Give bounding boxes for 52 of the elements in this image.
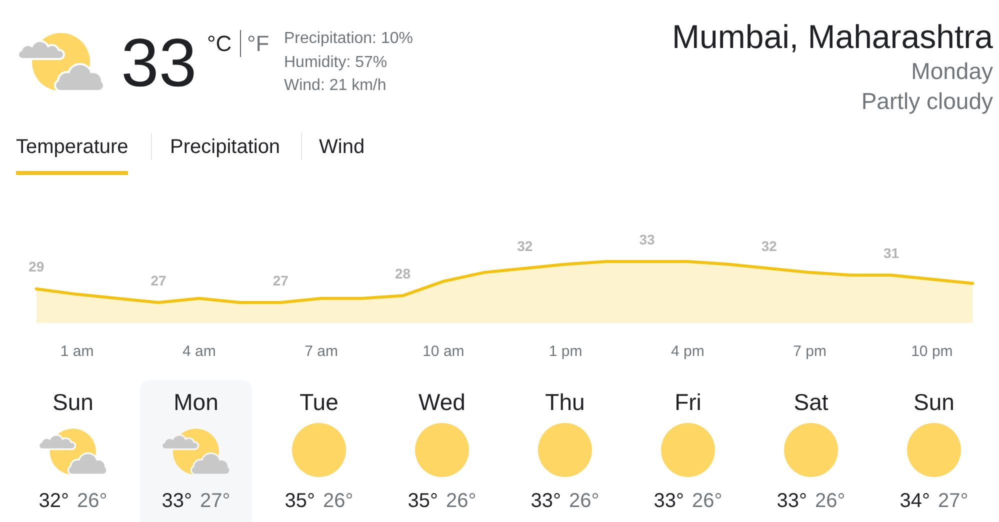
- data-label: 32: [761, 238, 778, 254]
- data-label: 33°: [162, 490, 192, 512]
- x-tick-label: 10 pm: [911, 343, 953, 360]
- category-label: Wed: [418, 388, 466, 415]
- data-label: 33: [639, 231, 655, 248]
- text: Mumbai, Maharashtra: [672, 18, 993, 55]
- data-label: 26°: [446, 490, 476, 512]
- x-tick-label: 7 pm: [793, 343, 826, 360]
- x-tick-label: 1 am: [60, 343, 94, 360]
- data-label: 26°: [692, 490, 722, 512]
- category-label: Sat: [794, 388, 828, 415]
- x-tick-label: 7 am: [304, 343, 338, 360]
- text: Precipitation: [170, 136, 280, 158]
- data-label: 26°: [815, 490, 846, 512]
- data-label: 28: [394, 266, 411, 282]
- data-label: 27: [150, 272, 166, 288]
- category-label: Thu: [545, 388, 585, 415]
- data-label: 35°: [284, 490, 315, 512]
- text: Partly cloudy: [861, 88, 993, 114]
- data-label: 29: [28, 258, 44, 275]
- text: Precipitation: 10%: [284, 30, 413, 47]
- data-label: 33°: [654, 490, 684, 512]
- text: °F: [247, 31, 270, 56]
- data-label: 33°: [530, 490, 561, 512]
- data-label: 34°: [900, 490, 930, 512]
- data-label: 32: [517, 238, 533, 254]
- x-tick-label: 4 am: [182, 343, 216, 360]
- data-label: 27°: [200, 490, 230, 512]
- text: Temperature: [16, 136, 128, 158]
- category-label: Tue: [300, 388, 338, 415]
- data-label: 35°: [408, 490, 438, 512]
- x-tick-label: 1 pm: [548, 343, 582, 360]
- text: Humidity: 57%: [284, 54, 388, 71]
- category-label: Sun: [914, 388, 954, 415]
- data-label: 31: [883, 245, 900, 262]
- category-label: Mon: [174, 388, 218, 415]
- category-label: Fri: [674, 388, 702, 415]
- text: 33: [121, 25, 197, 102]
- data-label: 33°: [776, 490, 807, 512]
- data-label: 26°: [323, 490, 354, 512]
- data-label: 27: [272, 272, 289, 288]
- data-label: 26°: [569, 490, 600, 512]
- data-label: 26°: [77, 490, 108, 512]
- data-label: 32°: [38, 490, 69, 512]
- text: Wind: 21 km/h: [284, 77, 386, 94]
- text: Wind: [319, 136, 365, 158]
- data-label: 27°: [938, 490, 968, 512]
- text: Monday: [911, 58, 993, 84]
- text: °C: [207, 31, 232, 56]
- x-tick-label: 10 am: [422, 343, 464, 360]
- x-tick-label: 4 pm: [671, 343, 704, 360]
- category-label: Sun: [52, 388, 94, 415]
